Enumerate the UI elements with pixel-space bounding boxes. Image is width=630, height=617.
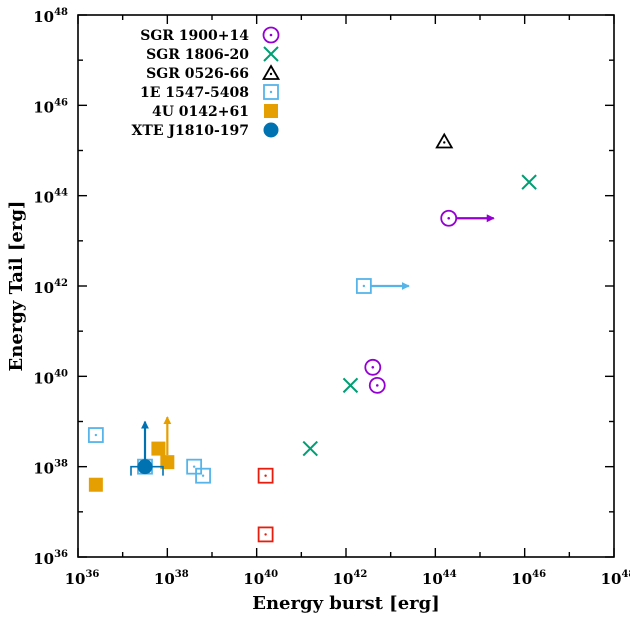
data-point <box>195 467 211 484</box>
data-point <box>257 526 274 543</box>
data-point <box>355 278 372 294</box>
data-point <box>137 459 153 475</box>
y-tick-labels: 1036 1038 1040 1042 1044 1046 1048 <box>33 7 68 568</box>
data-point <box>87 427 104 443</box>
x-axis-title: Energy burst [erg] <box>252 593 439 614</box>
series-4 <box>88 416 175 492</box>
legend-label: SGR 1806-20 <box>146 47 249 63</box>
data-point <box>368 376 386 394</box>
series-0 <box>364 209 495 394</box>
legend-label: 1E 1547-5408 <box>140 85 249 101</box>
y-tick-label: 1046 <box>33 97 68 116</box>
x-tick-label: 1042 <box>333 569 368 588</box>
data-point <box>88 477 103 492</box>
data-point <box>151 441 166 456</box>
x-tick-label: 1044 <box>422 569 457 588</box>
axis-ticks <box>77 14 615 558</box>
x-tick-label: 1038 <box>154 569 189 588</box>
series-3 <box>87 278 410 484</box>
x-tick-label: 1036 <box>65 569 100 588</box>
legend-label: SGR 1900+14 <box>140 28 249 44</box>
y-tick-label: 1038 <box>33 459 68 478</box>
legend-marker <box>264 104 278 118</box>
y-tick-label: 1044 <box>33 188 68 207</box>
data-point <box>364 358 382 376</box>
data-point <box>521 174 537 190</box>
series-1 <box>302 174 537 457</box>
series-6 <box>257 467 274 543</box>
data-point <box>440 209 458 227</box>
legend-label: 4U 0142+61 <box>152 104 249 120</box>
legend-label: XTE J1810-197 <box>132 123 249 139</box>
legend-marker <box>262 26 280 44</box>
series-5 <box>130 420 164 476</box>
legend-marker <box>263 122 279 138</box>
data-point <box>257 467 274 484</box>
data-point <box>302 440 318 457</box>
legend: SGR 1900+14 SGR 1806-20 SGR 0526-66 1E 1547… <box>132 26 281 139</box>
y-tick-label: 1042 <box>33 278 68 297</box>
x-tick-label: 1048 <box>601 569 630 588</box>
data-point <box>342 377 359 394</box>
data-point <box>160 455 175 470</box>
y-tick-label: 1040 <box>33 368 68 387</box>
legend-marker <box>261 64 281 80</box>
legend-label: SGR 0526-66 <box>146 66 249 82</box>
x-tick-labels: 1036 1038 1040 1042 1044 1046 1048 <box>65 569 630 588</box>
x-tick-label: 1046 <box>511 569 546 588</box>
data-layer <box>87 132 537 543</box>
y-tick-label: 1048 <box>33 7 68 26</box>
y-axis-title: Energy Tail [erg] <box>6 201 27 372</box>
data-point <box>435 132 454 149</box>
legend-marker <box>263 46 279 62</box>
y-tick-label: 1036 <box>33 549 68 568</box>
legend-marker <box>263 84 279 100</box>
series-2 <box>435 132 454 149</box>
data-point <box>186 458 203 475</box>
x-tick-label: 1040 <box>243 569 278 588</box>
